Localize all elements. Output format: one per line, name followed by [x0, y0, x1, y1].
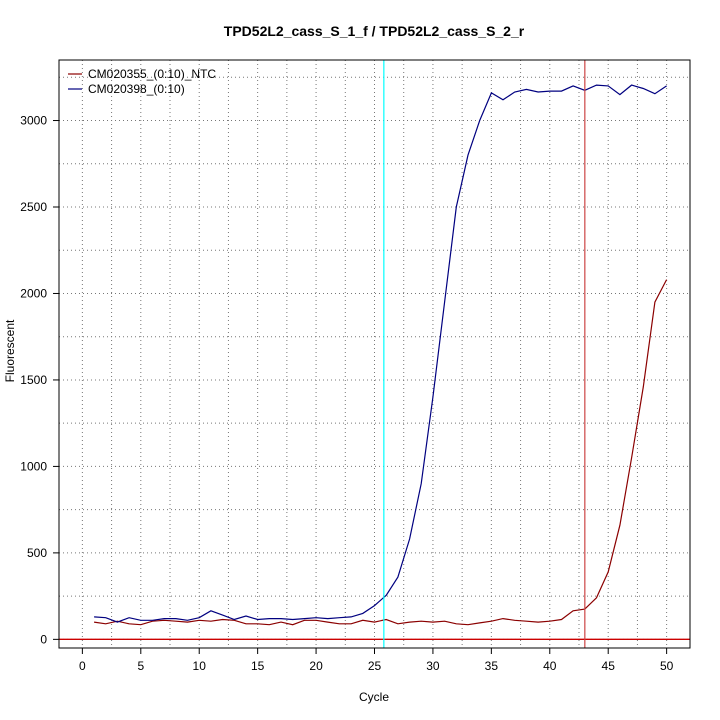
chart-title: TPD52L2_cass_S_1_f / TPD52L2_cass_S_2_r — [224, 23, 525, 39]
y-tick-label: 500 — [27, 546, 47, 560]
x-tick-label: 50 — [660, 659, 674, 673]
y-tick-label: 1500 — [20, 373, 47, 387]
y-tick-label: 2500 — [20, 200, 47, 214]
legend-label-1: CM020355_(0:10)_NTC — [88, 67, 216, 81]
y-axis-label: Fluorescent — [3, 319, 17, 382]
series-line-2 — [94, 84, 667, 623]
y-tick-label: 0 — [40, 632, 47, 646]
x-tick-label: 15 — [251, 659, 265, 673]
x-tick-label: 20 — [309, 659, 323, 673]
series-line-1 — [94, 279, 668, 626]
x-axis-label: Cycle — [359, 690, 389, 704]
x-tick-label: 45 — [602, 659, 616, 673]
x-tick-label: 35 — [485, 659, 499, 673]
vertical-markers — [59, 60, 690, 648]
x-tick-label: 30 — [426, 659, 440, 673]
x-tick-label: 5 — [137, 659, 144, 673]
y-tick-label: 1000 — [20, 459, 47, 473]
x-tick-label: 25 — [368, 659, 382, 673]
axes: 0 5 10 15 20 25 30 35 40 45 5005001000150020002500… — [20, 114, 673, 673]
y-tick-label: 3000 — [20, 114, 47, 128]
x-tick-label: 0 — [79, 659, 86, 673]
legend-label-2: CM020398_(0:10) — [88, 82, 185, 96]
series-layer — [94, 84, 668, 626]
x-tick-label: 10 — [193, 659, 207, 673]
x-tick-label: 40 — [543, 659, 557, 673]
y-tick-label: 2000 — [20, 286, 47, 300]
